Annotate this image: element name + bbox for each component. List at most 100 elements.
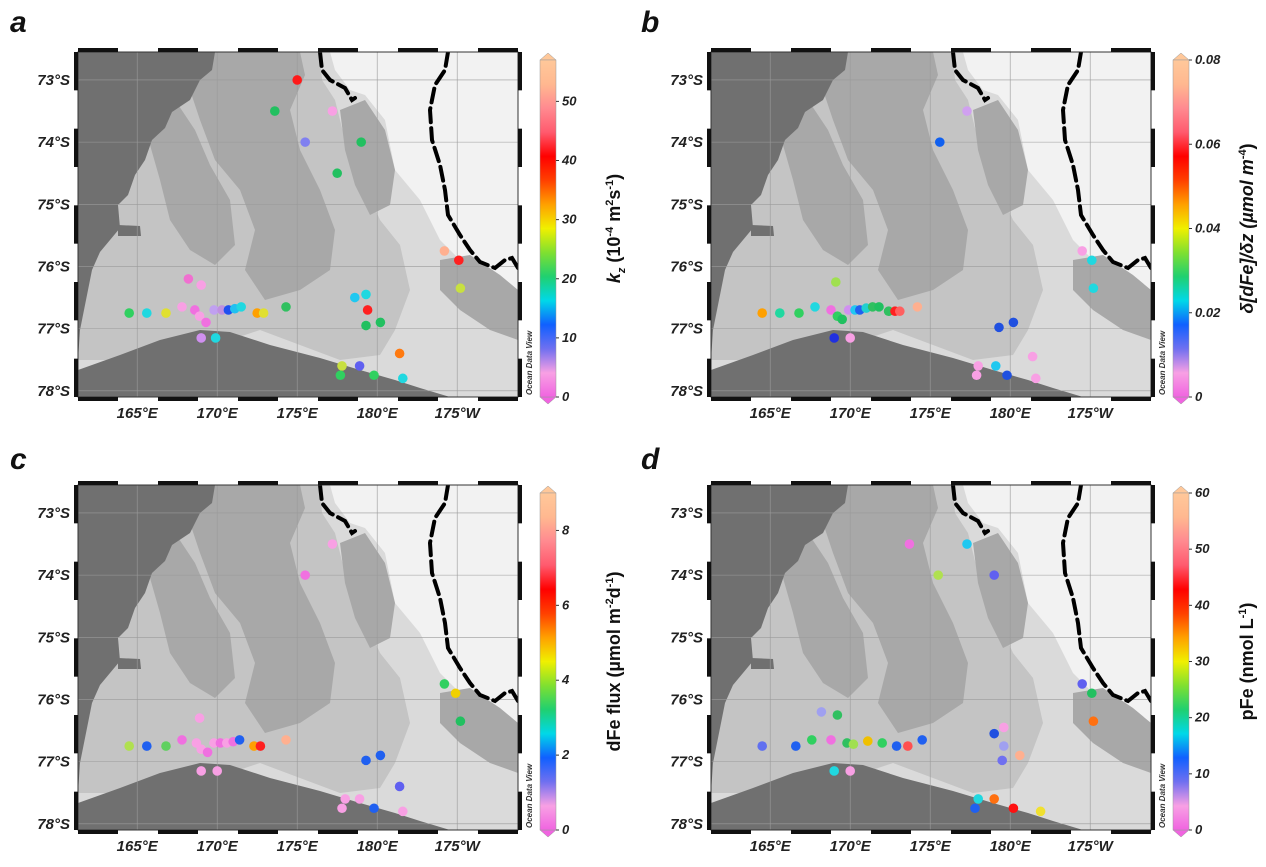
station-dot <box>270 106 280 116</box>
land-island <box>751 658 774 669</box>
frame-tick <box>707 561 711 600</box>
frame-tick <box>1151 205 1155 244</box>
station-dot <box>775 308 785 318</box>
station-dot <box>194 713 205 723</box>
station-dot <box>337 361 347 371</box>
frame-tick <box>318 830 358 834</box>
frame-tick <box>1031 830 1071 834</box>
lon-label: 180°E <box>990 838 1032 855</box>
lat-label: 74°S <box>37 567 70 584</box>
colorbar-tick-label: 6 <box>562 597 570 612</box>
station-dot <box>757 308 767 318</box>
frame-tick <box>158 830 198 834</box>
ice-edge-line <box>318 52 357 103</box>
lat-label: 77°S <box>670 321 703 338</box>
frame-tick <box>74 638 78 677</box>
colorbar-cap <box>1172 829 1190 838</box>
station-dot <box>161 308 171 318</box>
station-dot <box>962 539 972 549</box>
station-dot <box>258 308 269 318</box>
map-area <box>711 52 1151 397</box>
shelf-dark <box>1073 688 1151 773</box>
watermark: Ocean Data View <box>1158 330 1167 395</box>
shelf-dark <box>150 533 235 698</box>
lat-label: 75°S <box>37 196 70 213</box>
station-dot <box>161 741 171 751</box>
station-dot <box>989 794 999 804</box>
frame-tick <box>318 397 358 401</box>
frame-tick <box>1151 485 1155 524</box>
station-dot <box>917 735 927 745</box>
frame-tick <box>158 481 198 485</box>
ice-edge-line <box>951 485 990 536</box>
frame-tick <box>707 791 711 830</box>
station-dot <box>300 570 311 580</box>
frame-tick <box>74 128 78 167</box>
frame-tick <box>78 481 118 485</box>
frame-tick <box>1031 397 1071 401</box>
frame-tick <box>951 397 991 401</box>
station-dot <box>177 302 187 312</box>
station-dot <box>874 302 884 312</box>
lat-label: 74°S <box>670 134 703 151</box>
land-victoria <box>78 485 215 793</box>
station-dot <box>970 803 980 814</box>
colorbar-tick-label: 2 <box>561 747 570 762</box>
frame-tick <box>1031 481 1071 485</box>
station-dot <box>361 320 371 331</box>
shelf-dark <box>340 533 395 648</box>
station-dot <box>933 570 943 580</box>
frame-tick <box>1151 52 1155 91</box>
map-figure: 73°S 74°S 75°S 76°S 77°S 78°S 165°E 170°E 175°E 1… <box>37 48 628 422</box>
frame-tick <box>398 481 438 485</box>
lat-label: 76°S <box>670 691 703 708</box>
ice-edge-line <box>427 52 518 271</box>
station-dot <box>361 289 371 300</box>
watermark: Ocean Data View <box>525 763 534 828</box>
panel-d: d 73°S 74°S 75°S 76°S 77°S 78°S 165°E 170°E 175°… <box>633 433 1266 867</box>
lat-label: 73°S <box>37 72 70 89</box>
map-area <box>711 485 1151 830</box>
shelf-dark <box>150 100 235 265</box>
frame-tick <box>707 638 711 677</box>
frame-tick <box>791 481 831 485</box>
frame-tick <box>1111 481 1151 485</box>
shelf-dark <box>440 688 518 773</box>
colorbar-tick-label: 10 <box>1195 766 1210 781</box>
lon-label: 180°E <box>990 405 1032 422</box>
lon-label: 165°E <box>117 405 159 422</box>
colorbar-tick-label: 50 <box>1195 541 1210 556</box>
frame-tick <box>1151 561 1155 600</box>
station-dot <box>971 370 982 381</box>
frame-tick <box>951 48 991 52</box>
shelf-dark <box>190 485 335 733</box>
colorbar-tick-label: 0.02 <box>1195 305 1221 320</box>
lon-label: 175°E <box>910 405 952 422</box>
station-dot <box>183 274 194 284</box>
frame-tick <box>518 128 522 167</box>
frame-tick <box>1151 282 1155 321</box>
frame-tick <box>871 397 911 401</box>
station-dot <box>807 735 817 745</box>
colorbar <box>539 59 557 398</box>
station-dot <box>991 361 1001 371</box>
station-dot <box>398 373 408 384</box>
frame-tick <box>78 48 118 52</box>
colorbar-tick-label: 10 <box>562 330 577 345</box>
colorbar-tick-label: 0.04 <box>1195 221 1221 236</box>
lon-label: 165°E <box>750 838 792 855</box>
land-ice-shelf <box>711 330 1083 397</box>
frame-tick <box>518 52 522 91</box>
land-island <box>751 225 774 236</box>
colorbar-tick-label: 0.06 <box>1195 136 1221 151</box>
frame-tick <box>1151 128 1155 167</box>
station-dot <box>1035 806 1046 817</box>
colorbar-tick-label: 30 <box>562 212 577 227</box>
colorbar-tick-label: 40 <box>561 153 577 168</box>
frame-tick <box>1111 48 1151 52</box>
frame-tick <box>238 481 278 485</box>
station-dot <box>791 741 801 751</box>
station-dot <box>361 755 371 766</box>
panel-c: c 73°S 74°S 75°S 76°S 77°S 78°S 165°E 170°E 175°… <box>0 433 633 867</box>
frame-tick <box>238 48 278 52</box>
